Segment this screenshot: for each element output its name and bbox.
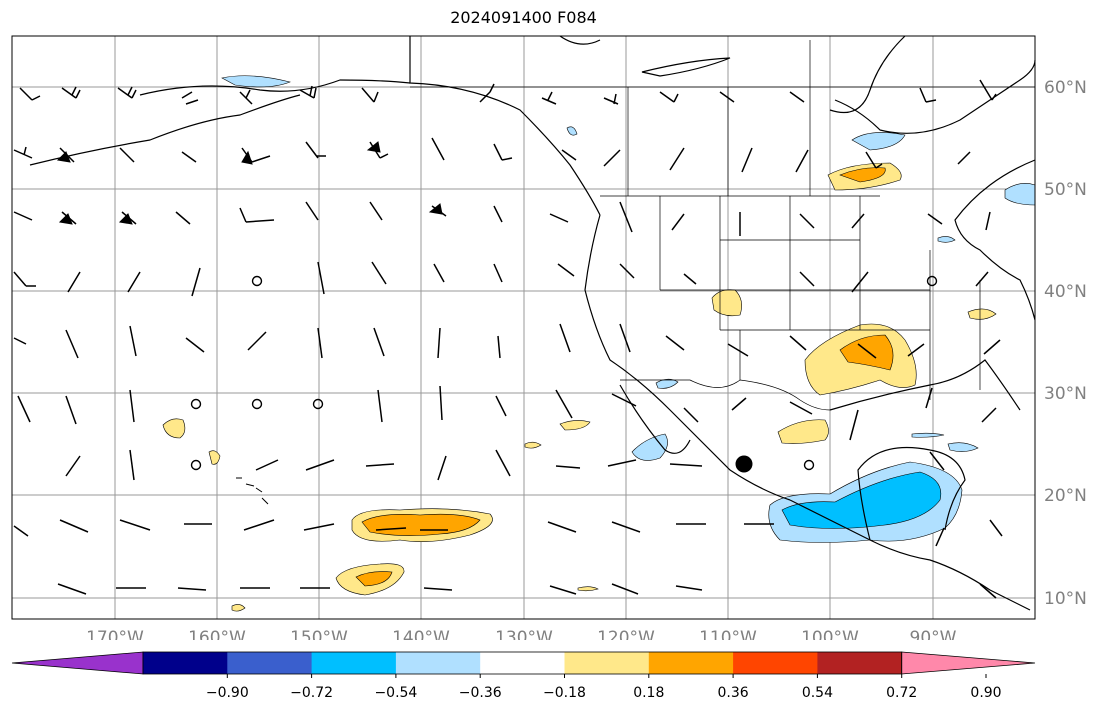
contour-negative [851,132,906,151]
colorbar-tick-label: −0.18 [543,685,586,701]
contour-positive [524,441,542,449]
colorbar-tick-label: 0.18 [633,685,664,701]
colorbar-tick-label: 0.72 [886,685,917,701]
colorbar-segments [11,651,1036,675]
lon-tick-label: 110°W [699,628,757,640]
contour-negative [631,433,668,461]
colorbar-segment [143,652,228,674]
colorbar-labels: −0.90 −0.72 −0.54 −0.36 −0.18 0.18 0.36 0.54 0.7… [206,674,1002,701]
contour-negative [947,442,979,452]
anomaly-contours [162,75,1036,612]
colorbar-extend-max [901,651,1036,675]
colorbar-tick-label: −0.90 [206,685,249,701]
colorbar-segment [480,652,565,674]
contour-positive [361,513,481,536]
lat-tick-label: 30°N [1044,384,1087,404]
contour-positive [355,571,393,587]
contour-negative [221,75,291,88]
lat-tick-label: 50°N [1044,180,1087,200]
contour-positive [839,334,894,371]
hawaii-islands [236,477,269,505]
colorbar-segment [311,652,397,674]
wind-pennants [56,141,443,225]
colorbar: −0.90 −0.72 −0.54 −0.36 −0.18 0.18 0.36 0.54 0.7… [11,651,1036,701]
lon-tick-label: 120°W [597,628,655,640]
colorbar-tick-label: 0.54 [802,685,833,701]
colorbar-tick-label: −0.72 [290,685,333,701]
contour-positive [777,419,829,444]
lat-tick-label: 60°N [1044,78,1087,98]
lat-tick-label: 40°N [1044,282,1087,302]
lon-tick-label: 90°W [910,628,957,640]
lon-tick-label: 140°W [392,628,450,640]
contour-positive [208,450,221,465]
map-plot: 170°W 160°W 150°W 140°W 130°W 120°W 110°… [11,35,1087,640]
colorbar-segment [817,652,903,674]
political-borders [410,40,1035,411]
lat-tick-label: 20°N [1044,486,1087,506]
coastlines [29,35,1036,611]
colorbar-extend-min [11,651,144,675]
colorbar-segment [227,652,313,674]
contour-positive [967,308,997,320]
colorbar-tick-label: −0.36 [459,685,502,701]
contour-negative [911,432,945,438]
lon-tick-label: 160°W [188,628,246,640]
colorbar-segment [648,652,734,674]
colorbar-tick-label: 0.90 [970,685,1001,701]
lon-tick-label: 150°W [290,628,348,640]
colorbar-frame [142,651,903,675]
lon-tick-labels: 170°W 160°W 150°W 140°W 130°W 120°W 110°… [86,628,957,640]
lon-tick-label: 170°W [86,628,144,640]
map-title: 2024091400 F084 [450,8,597,27]
contour-positive [711,289,742,317]
contour-positive [231,604,246,612]
lon-tick-label: 100°W [801,628,859,640]
calm-circles [190,275,938,471]
colorbar-segment [733,652,818,674]
lat-tick-labels: 60°N 50°N 40°N 30°N 20°N 10°N [1044,78,1087,609]
contour-positive [162,418,186,439]
colorbar-tick-label: −0.54 [374,685,417,701]
lat-tick-label: 10°N [1044,589,1087,609]
colorbar-tick-label: 0.36 [718,685,749,701]
location-marker [735,455,753,473]
colorbar-segment [564,652,650,674]
wind-barbs [13,79,1003,599]
contour-positive [577,586,599,592]
lon-tick-label: 130°W [495,628,553,640]
contour-positive [839,167,886,183]
colorbar-segment [395,652,481,674]
map-frame [11,35,1036,620]
contour-negative [566,126,578,136]
contour-negative [937,236,956,243]
contour-positive [559,420,591,431]
